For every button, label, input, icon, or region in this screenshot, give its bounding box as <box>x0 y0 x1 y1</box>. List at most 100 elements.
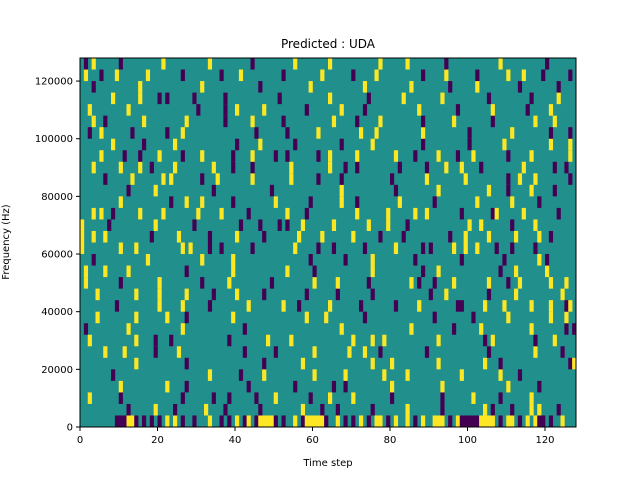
heatmap-cell-low <box>494 242 499 255</box>
heatmap-cell-high <box>548 138 554 151</box>
heatmap-cell-high <box>521 161 526 174</box>
heatmap-cell-high <box>537 403 542 416</box>
heatmap-cell-high <box>529 403 534 416</box>
heatmap-cell-high <box>366 219 371 231</box>
heatmap-cell-high <box>180 300 185 312</box>
heatmap-cell-high <box>471 150 476 162</box>
heatmap-cell-high <box>126 265 131 278</box>
heatmap-cell-low <box>525 104 530 116</box>
heatmap-cell-low <box>572 323 577 335</box>
heatmap-cell-low <box>483 334 488 347</box>
heatmap-cell-high <box>486 415 492 427</box>
heatmap-cell-high <box>103 346 108 358</box>
heatmap-cell-high <box>169 173 174 185</box>
x-tick-label: 100 <box>458 435 477 446</box>
heatmap-cell-high <box>231 254 236 266</box>
heatmap-cell-high <box>304 415 309 427</box>
heatmap-cell-low <box>517 369 523 381</box>
heatmap-cell-high <box>130 173 135 185</box>
heatmap-cell-low <box>548 127 554 139</box>
heatmap-cell-low <box>552 184 557 197</box>
heatmap-cell-low <box>502 254 507 266</box>
heatmap-cell-high <box>378 58 383 70</box>
heatmap-cell-low <box>149 161 154 174</box>
heatmap-cell-low <box>169 196 174 208</box>
heatmap-cell-high <box>114 69 120 82</box>
heatmap-cell-low <box>362 242 368 255</box>
heatmap-cell-high <box>568 150 573 162</box>
heatmap-cell-high <box>533 173 538 185</box>
heatmap-cell-high <box>196 207 201 220</box>
heatmap-cell-high <box>238 69 244 82</box>
heatmap-cell-high <box>401 92 406 105</box>
heatmap-cell-high <box>200 196 205 208</box>
heatmap-cell-low <box>300 415 306 427</box>
heatmap-cell-high <box>157 150 162 162</box>
heatmap-cell-high <box>436 357 441 370</box>
heatmap-cell-low <box>405 219 410 231</box>
heatmap-cell-low <box>277 92 282 105</box>
heatmap-cell-low <box>87 127 92 139</box>
heatmap-cell-high <box>118 242 123 255</box>
heatmap-cell-low <box>533 334 538 347</box>
heatmap-cell-high <box>517 277 523 289</box>
heatmap-cell-low <box>564 161 569 174</box>
heatmap-cell-low <box>227 415 232 427</box>
heatmap-cell-high <box>269 415 275 427</box>
heatmap-cell-high <box>91 207 96 220</box>
heatmap-cell-low <box>316 242 321 255</box>
heatmap-cell-low <box>122 150 127 162</box>
heatmap-cell-high <box>153 184 158 197</box>
heatmap-cell-high <box>486 277 492 289</box>
heatmap-cell-low <box>413 150 418 162</box>
heatmap-cell-low <box>99 69 104 82</box>
heatmap-cell-low <box>331 242 337 255</box>
heatmap-cell-high <box>207 415 213 427</box>
heatmap-cell-high <box>370 265 375 278</box>
heatmap-cell-low <box>455 300 461 312</box>
heatmap-cell-high <box>266 334 271 347</box>
heatmap-cell-high <box>99 127 104 139</box>
heatmap-cell-high <box>335 415 340 427</box>
heatmap-cell-low <box>324 415 329 427</box>
heatmap-cell-low <box>223 115 228 128</box>
heatmap-cell-high <box>483 415 488 427</box>
heatmap-cell-high <box>188 242 193 255</box>
heatmap-cell-high <box>111 92 116 105</box>
heatmap-cell-high <box>525 415 530 427</box>
heatmap-cell-high <box>533 346 538 358</box>
heatmap-cell-high <box>80 219 85 231</box>
heatmap-cell-high <box>514 265 519 278</box>
heatmap-cell-high <box>351 392 356 404</box>
heatmap-cell-low <box>207 300 213 312</box>
heatmap-cell-low <box>556 207 561 220</box>
heatmap-cell-low <box>351 69 356 82</box>
heatmap-cell-low <box>506 150 511 162</box>
heatmap-cell-high <box>103 230 108 243</box>
heatmap-cell-low <box>448 415 453 427</box>
heatmap-cell-high <box>157 300 162 312</box>
heatmap-cell-low <box>180 415 185 427</box>
heatmap-cell-high <box>514 230 519 243</box>
heatmap-cell-high <box>138 207 143 220</box>
heatmap-cell-low <box>184 311 189 324</box>
heatmap-cell-low <box>262 357 267 370</box>
heatmap-cell-high <box>219 207 224 220</box>
heatmap-cell-low <box>362 311 368 324</box>
heatmap-cell-high <box>328 392 333 404</box>
heatmap-cell-low <box>541 69 546 82</box>
heatmap-cell-low <box>459 254 464 266</box>
heatmap-cell-low <box>479 161 484 174</box>
heatmap-cell-high <box>99 150 104 162</box>
heatmap-cell-low <box>103 115 108 128</box>
heatmap-cell-high <box>471 392 476 404</box>
heatmap-cell-low <box>211 392 216 404</box>
heatmap-cell-high <box>382 369 387 381</box>
heatmap-cell-high <box>502 138 507 151</box>
heatmap-cell-low <box>486 288 492 301</box>
heatmap-cell-high <box>463 173 468 185</box>
heatmap-cell-high <box>405 58 410 70</box>
heatmap-cell-low <box>258 81 263 93</box>
heatmap-cell-low <box>378 230 383 243</box>
heatmap-cell-high <box>409 323 414 335</box>
